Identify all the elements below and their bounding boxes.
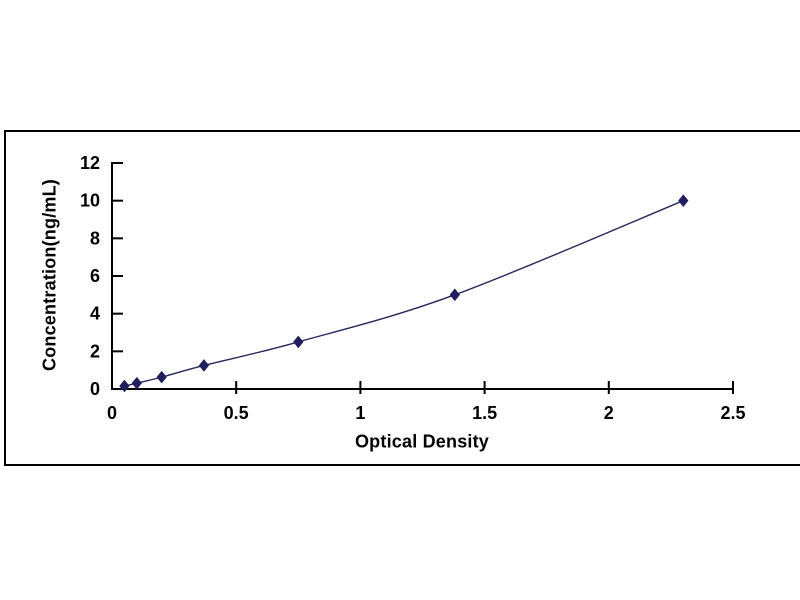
- y-tick-label: 2: [90, 341, 100, 361]
- x-tick-label: 2: [604, 403, 614, 423]
- x-tick-label: 2.5: [720, 403, 745, 423]
- y-tick-label: 12: [80, 153, 100, 173]
- data-point-marker: [156, 370, 167, 384]
- y-tick-label: 0: [90, 379, 100, 399]
- chart-frame: [4, 130, 800, 466]
- series-line: [124, 200, 684, 387]
- x-axis-title: Optical Density: [354, 431, 490, 452]
- data-point-marker: [678, 194, 689, 207]
- y-axis-title: Concentration(ng/mL): [39, 179, 60, 371]
- x-tick-label: 0: [107, 403, 117, 423]
- data-point-marker: [198, 359, 210, 372]
- data-point-marker: [293, 335, 304, 349]
- axis-lines: [111, 163, 733, 390]
- data-point-marker: [449, 288, 460, 302]
- y-tick-label: 4: [90, 304, 100, 324]
- x-tick-label: 1: [355, 403, 365, 423]
- x-tick-label: 0.5: [224, 403, 249, 423]
- data-point-marker: [131, 376, 142, 390]
- y-tick-label: 6: [90, 266, 100, 286]
- x-tick-label: 1.5: [472, 403, 497, 423]
- y-tick-label: 8: [90, 228, 100, 248]
- y-tick-label: 10: [80, 191, 100, 211]
- data-point-marker: [119, 379, 130, 393]
